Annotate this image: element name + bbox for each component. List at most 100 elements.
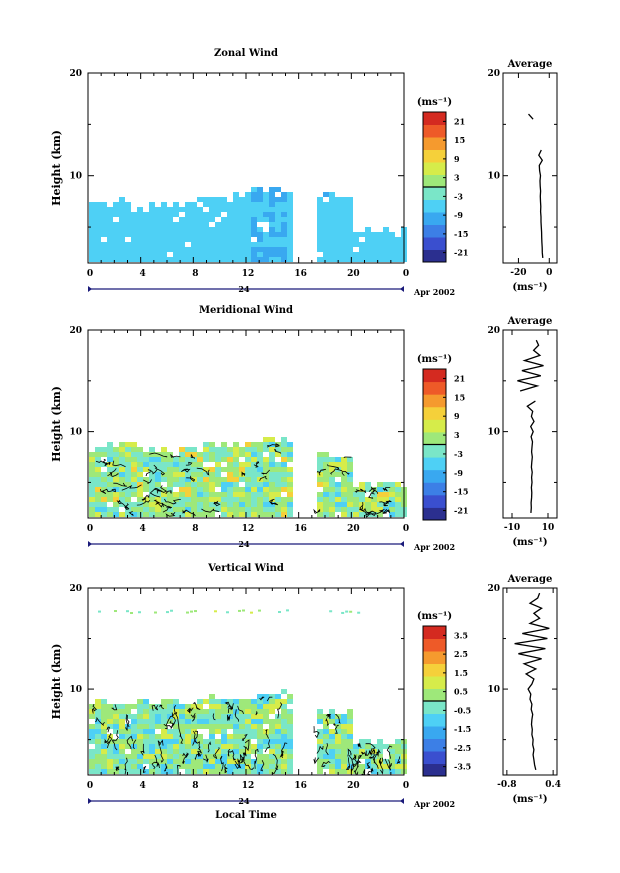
heatmap-cell — [263, 709, 269, 714]
contour-line — [147, 468, 158, 475]
heatmap-cell — [137, 759, 143, 764]
heatmap-cell — [359, 232, 365, 237]
heatmap-cell — [179, 512, 185, 517]
heatmap-cell — [143, 212, 149, 217]
heatmap-cell — [245, 192, 251, 197]
heatmap-cell — [125, 512, 131, 517]
heatmap-cell — [341, 232, 347, 237]
heatmap-cell — [131, 769, 137, 774]
heatmap-cell — [341, 252, 347, 257]
contour-line — [220, 755, 224, 772]
heatmap-cell — [203, 497, 209, 502]
colorbar-segment — [423, 457, 446, 471]
heatmap-cell — [323, 472, 329, 477]
heatmap-cell — [395, 754, 401, 759]
heatmap-cell — [119, 217, 125, 222]
heatmap-cell — [125, 497, 131, 502]
heatmap-cell — [179, 207, 185, 212]
heatmap-cell — [341, 507, 347, 512]
heatmap-cell — [323, 507, 329, 512]
heatmap-cell — [191, 242, 197, 247]
heatmap-cell — [179, 729, 185, 734]
heatmap-cell — [275, 467, 281, 472]
contour-line — [155, 501, 164, 508]
colorbar-segment — [423, 701, 446, 714]
heatmap-cell — [286, 609, 289, 612]
heatmap-cell — [113, 252, 119, 257]
heatmap-cell — [257, 764, 263, 769]
profile-line — [517, 339, 544, 513]
heatmap-cell — [335, 257, 341, 262]
heatmap-cell — [209, 759, 215, 764]
heatmap-cell — [167, 497, 173, 502]
colorbar-segment — [423, 713, 446, 727]
profile-line — [514, 592, 550, 771]
heatmap-cell — [209, 492, 215, 497]
heatmap-cell — [215, 769, 221, 774]
heatmap-cells — [89, 187, 407, 262]
heatmap-cell — [125, 487, 131, 492]
contour-line — [143, 479, 152, 485]
heatmap-cell — [275, 699, 281, 704]
heatmap-cell — [263, 217, 269, 222]
heatmap-cell — [377, 492, 383, 497]
heatmap-cell — [191, 212, 197, 217]
heatmap-cell — [203, 492, 209, 497]
heatmap-cell — [263, 512, 269, 517]
heatmap-cell — [383, 252, 389, 257]
heatmap-cell — [149, 764, 155, 769]
heatmap-cell — [113, 739, 119, 744]
heatmap-cell — [173, 507, 179, 512]
heatmap-cell — [149, 507, 155, 512]
heatmap-cell — [137, 482, 143, 487]
heatmap-cell — [359, 769, 365, 774]
heatmap-cell — [173, 207, 179, 212]
heatmap-cell — [119, 227, 125, 232]
contour-line — [108, 732, 118, 751]
heatmap-cell — [95, 217, 101, 222]
heatmap-cell — [137, 734, 143, 739]
heatmap-cell — [329, 729, 335, 734]
heatmap-cell — [131, 247, 137, 252]
profile-y-tick-label: 10 — [487, 685, 500, 695]
heatmap-cell — [95, 467, 101, 472]
heatmap-cell — [257, 202, 263, 207]
contour-line — [192, 701, 201, 710]
heatmap-cell — [149, 447, 155, 452]
contour-line — [313, 508, 321, 514]
heatmap-cell — [317, 202, 323, 207]
heatmap-cell — [341, 197, 347, 202]
heatmap-cell — [101, 257, 107, 262]
heatmap-cell — [209, 764, 215, 769]
heatmap-cell — [197, 197, 203, 202]
profile-line — [528, 113, 544, 258]
heatmap-cell — [197, 207, 203, 212]
heatmap-cell — [186, 611, 189, 614]
colorbar-tick-label: -21 — [454, 248, 468, 258]
heatmap-cell — [89, 492, 95, 497]
heatmap-cell — [335, 252, 341, 257]
heatmap-cell — [281, 472, 287, 477]
heatmap-cell — [275, 749, 281, 754]
heatmap-cell — [239, 477, 245, 482]
contour-line — [326, 464, 340, 470]
heatmap-cell — [149, 714, 155, 719]
heatmap-cell — [155, 227, 161, 232]
heatmap-cell — [317, 242, 323, 247]
contour-line — [354, 489, 361, 493]
heatmap-cell — [317, 512, 323, 517]
heatmap-cell — [155, 252, 161, 257]
heatmap-cell — [257, 482, 263, 487]
heatmap-cell — [197, 472, 203, 477]
heatmap-cell — [239, 222, 245, 227]
contour-line — [254, 748, 259, 769]
heatmap-cell — [329, 207, 335, 212]
heatmap-cell — [101, 217, 107, 222]
heatmap-cell — [221, 442, 227, 447]
heatmap-cell — [119, 754, 125, 759]
heatmap-cell — [257, 754, 263, 759]
heatmap-cell — [389, 512, 395, 517]
heatmap-cell — [221, 502, 227, 507]
heatmap-cell — [125, 257, 131, 262]
